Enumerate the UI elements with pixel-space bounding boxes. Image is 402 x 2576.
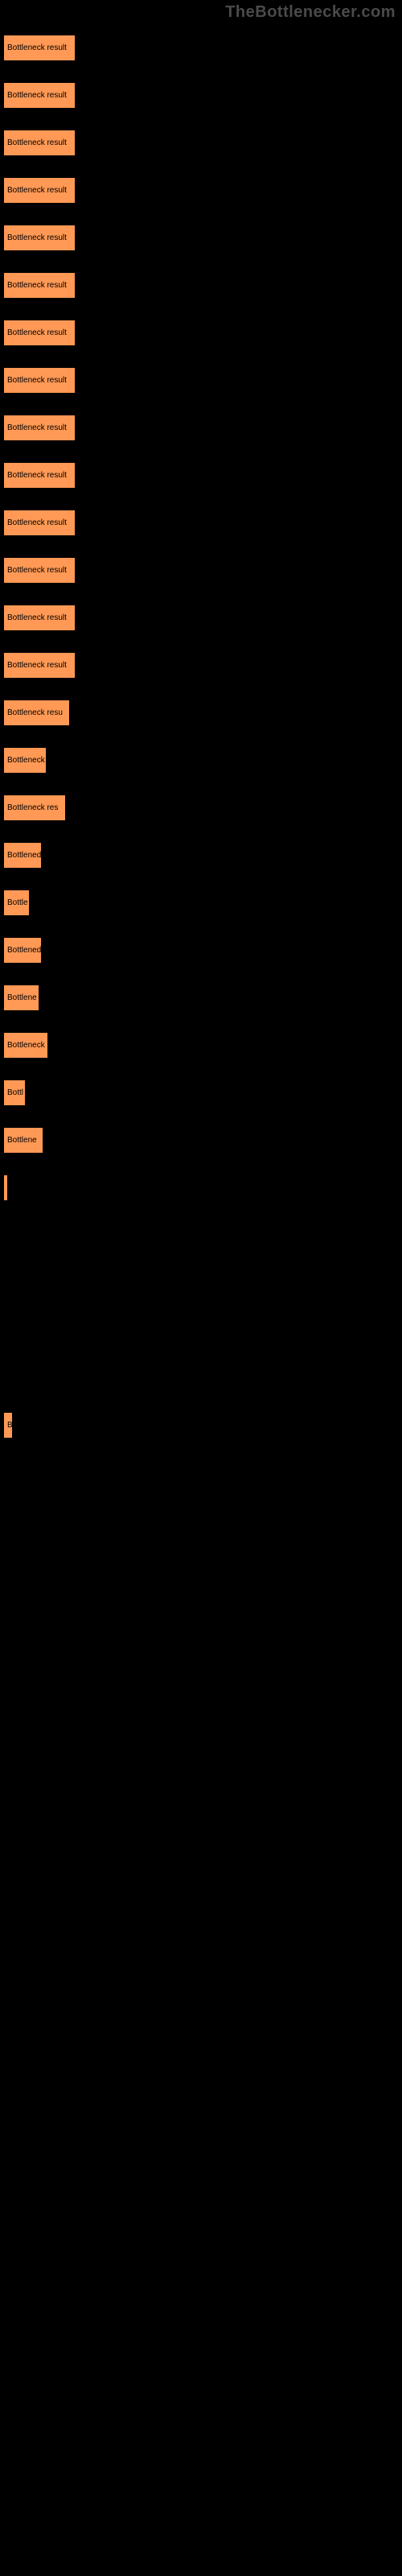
bar-row — [3, 2494, 402, 2541]
bar-row — [3, 2209, 402, 2256]
bar-row: Bottleneck result — [3, 214, 402, 262]
bar: Bottleneck result — [3, 35, 76, 61]
bar-row: Bottlene — [3, 1117, 402, 1164]
bar-row: Bottleneck result — [3, 357, 402, 404]
bar: Bottlene — [3, 985, 39, 1011]
bar: Bottl — [3, 1080, 26, 1106]
bar-row — [3, 1354, 402, 1402]
bar-chart: Bottleneck result Bottleneck result Bottle… — [0, 0, 402, 2541]
bar-row — [3, 2114, 402, 2161]
bar-row — [3, 1924, 402, 1971]
bar: Bottleneck result — [3, 557, 76, 584]
bar: Bottleneck result — [3, 82, 76, 109]
bar-row — [3, 2304, 402, 2351]
bar-row: Bottleneck result — [3, 309, 402, 357]
bar: Bottleneck result — [3, 510, 76, 536]
bar: Bottleneck resu — [3, 700, 70, 726]
bar-row: Bottleneck result — [3, 262, 402, 309]
bar-row: Bottleneck result — [3, 119, 402, 167]
bar-row: Bottleneck result — [3, 547, 402, 594]
bar-row — [3, 2399, 402, 2446]
bar: Bottleneck result — [3, 652, 76, 679]
bar-row — [3, 1971, 402, 2019]
bar-row — [3, 2066, 402, 2114]
bar-row — [3, 2351, 402, 2399]
bar: Bottleneck res — [3, 795, 66, 821]
bar: Bottleneck result — [3, 367, 76, 394]
watermark-text: TheBottlenecker.com — [225, 3, 396, 22]
bar-row — [3, 1212, 402, 1259]
bar-row: Bottleneck — [3, 737, 402, 784]
bar: Bottlened — [3, 937, 42, 964]
bar-row: Bottleneck result — [3, 452, 402, 499]
bar-row: B — [3, 1402, 402, 1449]
bar-row: Bottleneck result — [3, 594, 402, 642]
bar: Bottlened — [3, 842, 42, 869]
bar-row: Bottleneck result — [3, 642, 402, 689]
bar: Bottle — [3, 890, 30, 916]
bar: Bottleneck result — [3, 177, 76, 204]
bar-row — [3, 1164, 402, 1212]
bar-row: Bottleneck resu — [3, 689, 402, 737]
bar-row: Bottleneck result — [3, 24, 402, 72]
bar-row: Bottl — [3, 1069, 402, 1117]
bar-row — [3, 1544, 402, 1591]
bar-row: Bottlened — [3, 927, 402, 974]
bar: B — [3, 1412, 13, 1439]
bar-row: Bottleneck result — [3, 404, 402, 452]
bar: Bottleneck — [3, 1032, 48, 1059]
bar — [3, 1174, 8, 1201]
bar-row — [3, 1876, 402, 1924]
bar-row — [3, 1449, 402, 1496]
bar-row: Bottlened — [3, 832, 402, 879]
bar-row — [3, 1591, 402, 1639]
bar: Bottleneck result — [3, 130, 76, 156]
bar-row — [3, 1259, 402, 1307]
bar: Bottleneck result — [3, 225, 76, 251]
bar: Bottleneck result — [3, 415, 76, 441]
bar: Bottleneck — [3, 747, 47, 774]
bar-row — [3, 1639, 402, 1686]
bar-row: Bottleneck result — [3, 167, 402, 214]
bar-row — [3, 2019, 402, 2066]
bar-row: Bottleneck res — [3, 784, 402, 832]
bar-row: Bottlene — [3, 974, 402, 1022]
bar: Bottleneck result — [3, 462, 76, 489]
bar-row — [3, 2446, 402, 2494]
bar-row: Bottleneck result — [3, 72, 402, 119]
bar-row — [3, 1307, 402, 1354]
bar-row: Bottleneck — [3, 1022, 402, 1069]
bar-row — [3, 1781, 402, 1829]
bar-row — [3, 1686, 402, 1734]
bar-row — [3, 1496, 402, 1544]
bar: Bottleneck result — [3, 320, 76, 346]
bar-row — [3, 1829, 402, 1876]
bar-row — [3, 2256, 402, 2304]
bar-row — [3, 2161, 402, 2209]
bar-row: Bottle — [3, 879, 402, 927]
bar: Bottleneck result — [3, 605, 76, 631]
bar-row: Bottleneck result — [3, 499, 402, 547]
bar: Bottlene — [3, 1127, 43, 1154]
bar-row — [3, 1734, 402, 1781]
bar: Bottleneck result — [3, 272, 76, 299]
